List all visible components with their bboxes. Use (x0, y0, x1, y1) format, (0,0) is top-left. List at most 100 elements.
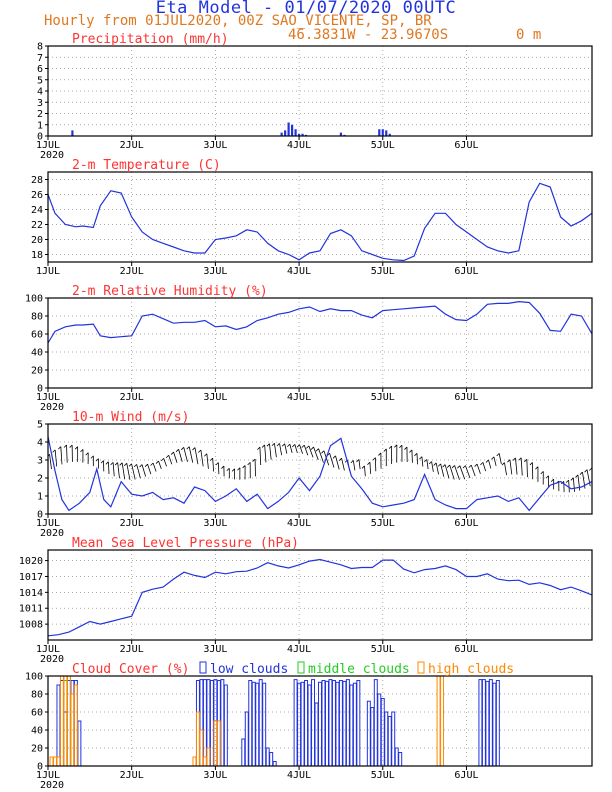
low-cloud-bar (335, 681, 340, 766)
wind-arrow-head (491, 456, 495, 460)
low-cloud-bar (324, 680, 329, 766)
low-cloud-bar (394, 747, 399, 766)
wind-arrow (264, 444, 267, 463)
wind-arrow (520, 457, 523, 476)
wind-arrow (212, 458, 215, 472)
data-layer-rh (48, 300, 592, 344)
wind-arrow-head (310, 446, 314, 450)
wind-arrow-head (170, 451, 174, 455)
wind-arrow-head (58, 446, 62, 450)
y-tick-label: 28 (31, 175, 43, 186)
wind-arrow-head (457, 465, 461, 469)
y-tick-label: 20 (31, 744, 43, 755)
wind-arrow (421, 456, 424, 467)
low-cloud-bar (77, 720, 82, 766)
x-tick-label: 2JUL (120, 770, 144, 781)
wind-arrow-head (321, 450, 325, 454)
y-tick-label: 1020 (19, 556, 43, 567)
legend-label: middle clouds (308, 662, 410, 677)
wind-arrow (131, 463, 136, 480)
x-tick-label: 1JUL (36, 266, 60, 277)
wind-arrow (136, 464, 141, 479)
low-cloud-bar (352, 682, 357, 766)
y-tick-label: 5 (37, 420, 43, 431)
precip-bar (71, 130, 74, 136)
x-tick-label: 2JUL (120, 266, 144, 277)
wind-arrow-head (276, 443, 280, 447)
wind-arrow-head (85, 452, 89, 456)
x-tick-label: 3JUL (203, 392, 227, 403)
x-tick-label: 5JUL (371, 770, 395, 781)
wind-arrow-head (550, 478, 554, 482)
wind-arrow-head (204, 453, 208, 457)
y-tick-label: 4 (37, 87, 43, 98)
chart-main-title: Eta Model - 01/07/2020 00UTC (155, 0, 457, 18)
x-tick-label: 3JUL (203, 518, 227, 529)
wind-arrow-head (287, 443, 291, 447)
x-tick-label: 5JUL (371, 518, 395, 529)
wind-arrow-head (231, 468, 235, 472)
low-cloud-bar (331, 680, 336, 766)
low-cloud-bar (328, 679, 333, 766)
y-tick-label: 0 (37, 762, 43, 773)
x-tick-label: 3JUL (203, 770, 227, 781)
low-cloud-bar (342, 680, 347, 766)
low-cloud-bar (272, 761, 277, 766)
wind-arrow (431, 461, 434, 472)
panel-frame (47, 549, 593, 641)
wind-arrow-head (524, 459, 528, 463)
x-year-label: 2020 (40, 402, 64, 413)
wind-arrow (200, 449, 204, 467)
x-tick-label: 4JUL (287, 518, 311, 529)
location-coordinates: 46.3831W - 23.9670S (288, 27, 449, 43)
low-cloud-bar (492, 682, 497, 766)
wind-arrow-head (95, 458, 99, 462)
panel-frame (47, 171, 593, 263)
wind-arrow-head (292, 444, 296, 448)
wind-arrow (183, 447, 188, 462)
wind-arrow (454, 465, 460, 480)
x-year-label: 2020 (40, 654, 64, 665)
low-cloud-bar (349, 684, 354, 766)
rh-series-line (48, 300, 592, 344)
y-tick-label: 60 (31, 708, 43, 719)
y-tick-label: 100 (25, 294, 43, 305)
wind-arrow-head (338, 457, 342, 461)
wind-arrow-head (261, 444, 265, 448)
low-cloud-bar (338, 680, 343, 766)
wind-arrow-head (296, 444, 300, 448)
legend-swatch (199, 661, 207, 674)
high-cloud-bar (213, 720, 218, 766)
panel-cloud: 0 20 40 60 80 100 1JUL 2JUL 3JUL 4JUL 5JUL 6JUL 2020… (25, 661, 593, 791)
y-tick-label: 40 (31, 726, 43, 737)
wind-arrow-head (512, 457, 516, 461)
wind-arrow (147, 464, 152, 475)
wind-arrow (444, 464, 450, 479)
low-cloud-bar (255, 682, 260, 766)
x-tick-label: 6JUL (454, 392, 478, 403)
high-cloud-bar (436, 676, 441, 766)
wind-arrow (279, 443, 283, 456)
wind-arrow (308, 445, 314, 458)
wind-arrow-head (442, 464, 446, 468)
x-tick-label: 4JUL (287, 140, 311, 151)
high-cloud-bar (195, 711, 200, 766)
low-cloud-bar (314, 702, 319, 766)
wind-arrow-head (388, 445, 392, 449)
wind-arrow-head (198, 449, 202, 453)
data-layer-precip (71, 122, 391, 136)
precip-bar (339, 132, 343, 136)
panel-mslp: 1008 1011 1014 1017 1020 1JUL 2JUL 3JUL 4JUL 5JUL… (19, 536, 593, 665)
precip-bar (388, 133, 391, 136)
wind-arrow (364, 465, 366, 477)
y-tick-label: 20 (31, 235, 43, 246)
wind-arrow-head (133, 464, 137, 468)
low-cloud-bar (481, 679, 486, 766)
wind-arrow (49, 454, 52, 470)
station-elevation: 0 m (516, 27, 542, 43)
panel-frame (47, 675, 593, 767)
x-tick-label: 4JUL (287, 770, 311, 781)
high-cloud-bar (63, 676, 68, 766)
wind-arrow (303, 445, 309, 456)
